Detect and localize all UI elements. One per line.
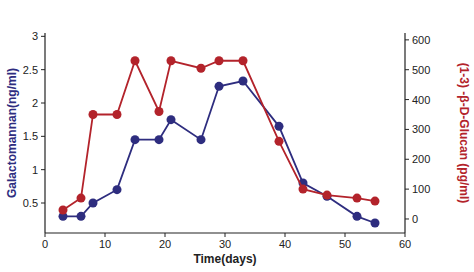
x-tick-label: 10: [99, 238, 111, 250]
y2-tick: [405, 99, 409, 100]
series-line: [63, 61, 375, 210]
point: [131, 135, 140, 144]
y-tick: [41, 69, 45, 70]
y-tick: [41, 36, 45, 37]
y2-tick-label: 600: [412, 34, 430, 46]
x-tick: [105, 233, 106, 237]
point: [89, 199, 98, 208]
point: [371, 219, 380, 228]
point: [155, 107, 164, 116]
y2-label: (1-3) -β-D-Glucan (pg/ml): [457, 63, 471, 204]
x-tick-label: 20: [159, 238, 171, 250]
point: [113, 185, 122, 194]
y2-tick: [405, 159, 409, 160]
y-tick-label: 2.5: [23, 64, 38, 76]
point: [353, 194, 362, 203]
y-tick-label: 1.5: [23, 130, 38, 142]
y-tick: [41, 203, 45, 204]
y2-tick: [405, 129, 409, 130]
y2-tick: [405, 218, 409, 219]
point: [77, 212, 86, 221]
y2-axis: [404, 33, 405, 233]
x-tick-label: 60: [399, 238, 411, 250]
point: [167, 56, 176, 65]
x-tick: [405, 233, 406, 237]
point: [215, 56, 224, 65]
y-tick-label: 0.5: [23, 197, 38, 209]
point: [275, 122, 284, 131]
x-label: Time(days): [193, 252, 256, 266]
x-tick: [165, 233, 166, 237]
x-tick: [45, 233, 46, 237]
x-tick-label: 40: [279, 238, 291, 250]
y2-tick-label: 500: [412, 64, 430, 76]
y-tick-label: 3: [32, 30, 38, 42]
point: [131, 56, 140, 65]
x-tick: [285, 233, 286, 237]
point: [371, 197, 380, 206]
y2-tick-label: 200: [412, 153, 430, 165]
y2-tick: [405, 39, 409, 40]
y-tick: [41, 103, 45, 104]
series-line: [63, 81, 375, 223]
point: [59, 206, 68, 215]
point: [113, 110, 122, 119]
point: [239, 77, 248, 86]
point: [89, 110, 98, 119]
point: [299, 185, 308, 194]
y2-tick-label: 0: [412, 213, 418, 225]
y-tick-label: 2: [32, 97, 38, 109]
x-tick: [225, 233, 226, 237]
x-tick-label: 0: [42, 238, 48, 250]
y2-tick: [405, 189, 409, 190]
y-label: Galactomannan(ng/ml): [5, 68, 19, 198]
y2-tick: [405, 69, 409, 70]
x-tick: [345, 233, 346, 237]
y-tick-label: 1: [32, 164, 38, 176]
point: [77, 194, 86, 203]
y2-tick-label: 400: [412, 94, 430, 106]
plot-area: [59, 56, 380, 227]
point: [239, 56, 248, 65]
y2-tick-label: 300: [412, 123, 430, 135]
point: [167, 115, 176, 124]
y-tick: [41, 169, 45, 170]
y-tick: [41, 136, 45, 137]
point: [275, 137, 284, 146]
point: [197, 135, 206, 144]
point: [323, 191, 332, 200]
point: [197, 64, 206, 73]
x-tick-label: 50: [339, 238, 351, 250]
y2-tick-label: 100: [412, 183, 430, 195]
point: [155, 135, 164, 144]
point: [353, 212, 362, 221]
x-tick-label: 30: [219, 238, 231, 250]
chart: 01020304050600.511.522.53010020030040050…: [0, 0, 474, 272]
point: [215, 82, 224, 91]
